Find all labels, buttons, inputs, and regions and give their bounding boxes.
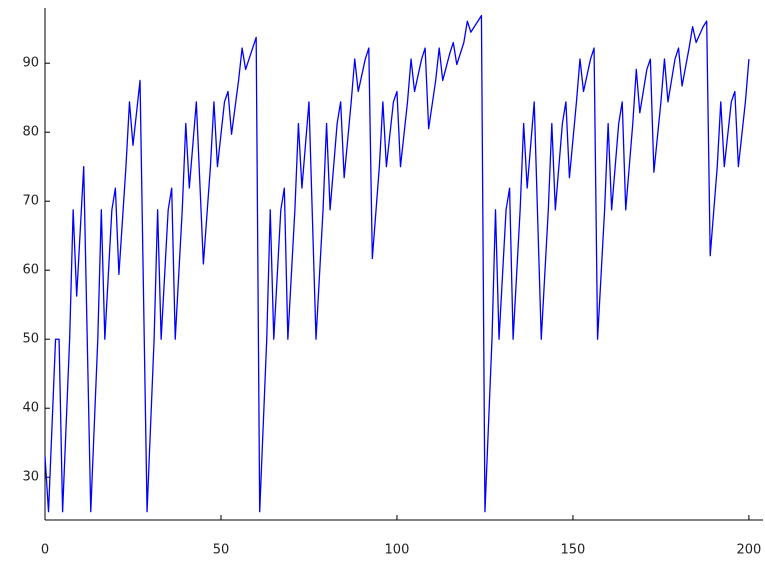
- y-tick-label: 70: [22, 194, 39, 209]
- y-tick-label: 50: [22, 332, 39, 347]
- y-tick-label: 40: [22, 401, 39, 416]
- x-tick-label: 200: [737, 543, 762, 558]
- x-tick-label: 0: [41, 543, 49, 558]
- x-tick-label: 150: [561, 543, 586, 558]
- data-line: [44, 14, 750, 513]
- y-tick-label: 90: [22, 56, 39, 71]
- y-tick-label: 60: [22, 263, 39, 278]
- y-tick-label: 30: [22, 470, 39, 485]
- x-tick-label: 50: [213, 543, 230, 558]
- x-tick-label: 100: [385, 543, 410, 558]
- y-tick-label: 80: [22, 125, 39, 140]
